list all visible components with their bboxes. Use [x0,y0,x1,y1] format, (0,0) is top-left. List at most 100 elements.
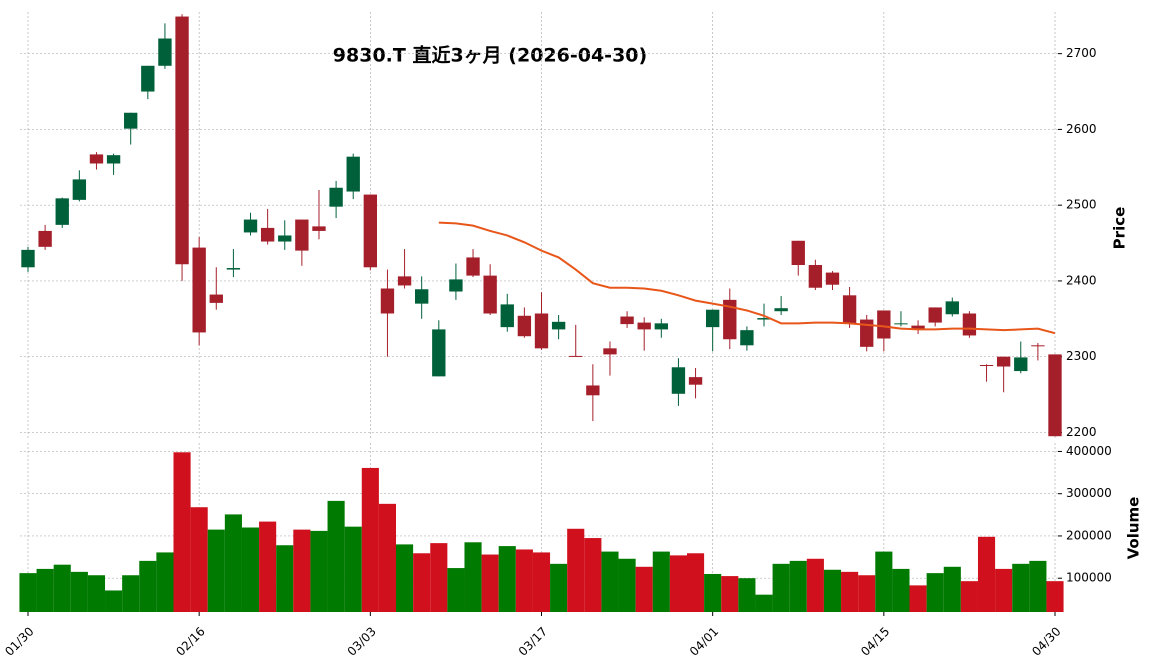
candle-body [979,365,994,367]
x-tick-label: 03/03 [345,624,379,658]
volume-bar [481,554,499,612]
volume-bar [447,568,465,612]
y2-tick-label: 400000 [1066,444,1112,458]
candle-body [72,179,87,200]
candle-body [346,156,360,192]
candle-body [432,329,446,377]
volume-bar [430,543,448,612]
volume-bar [1012,563,1030,612]
candle-body [415,289,429,304]
volume-bar [122,575,140,612]
candle-body [209,294,223,303]
volume-bar [515,549,533,612]
volume-bar [943,566,961,612]
candle-body [278,235,292,242]
candle-body [1014,357,1028,372]
candle-body [89,154,104,164]
candle-body [260,227,275,242]
volume-bar [550,563,568,612]
volume-bar [755,594,773,612]
candle-body [141,65,155,92]
volume-bar [635,566,653,612]
candle-body [55,198,69,225]
candle-body [483,275,497,314]
chart-title: 9830.T 直近3ヶ月 (2026-04-30) [333,44,647,67]
candle-body [551,321,566,330]
candle-body [962,313,977,336]
candle-body [740,330,754,346]
y2-axis-label: Volume [1125,497,1143,560]
volume-bar [378,503,397,612]
volume-bar [259,521,277,612]
candle-body [21,249,35,268]
candle-body [808,265,823,288]
volume-bar [70,571,88,612]
volume-bar [806,558,824,612]
candle-body [449,279,463,292]
candle-body [500,304,514,328]
volume-bar [772,563,790,612]
candle-body [894,323,908,325]
y-axis-label: Price [1111,207,1129,250]
volume-bar [789,560,807,612]
volume-bar [652,551,670,612]
y-tick-label: 2400 [1066,273,1097,287]
candle-body [586,385,600,396]
candle-body [671,367,686,394]
volume-bar [858,575,876,612]
volume-bar [327,500,345,612]
candle-body [637,322,651,330]
volume-bar [241,527,260,612]
candle-body [517,315,532,337]
candle-body [363,194,378,268]
volume-bar [1046,581,1064,612]
volume-bar [669,555,687,612]
volume-bar [823,569,842,612]
candle-body [397,276,412,286]
x-tick-label: 04/15 [858,624,892,658]
candle-body [996,356,1011,367]
candle-body [928,307,942,323]
volume-bar [87,575,106,612]
candle-body [791,240,805,266]
candle-body [466,257,480,276]
candle-body [569,355,583,357]
candle-body [1031,345,1045,347]
y-tick-label: 2700 [1066,46,1097,60]
volume-bar [875,551,893,612]
volume-bar [139,560,157,612]
volume-bar [977,536,996,612]
candle-body [106,155,121,164]
volume-bar [293,529,311,612]
candle-body [295,219,309,251]
volume-bar [190,507,208,612]
volume-bar [207,529,225,612]
volume-bar [584,538,602,612]
x-tick-label: 03/17 [516,624,550,658]
volume-bar [156,552,174,612]
y-tick-label: 2500 [1066,198,1097,212]
candle-body [774,308,788,312]
volume-bar [19,573,37,612]
candle-body [705,309,720,328]
volume-bar [738,578,756,612]
moving-average-line [438,221,1056,335]
volume-bar [532,552,551,612]
volume-bar [361,467,379,612]
x-tick-label: 04/01 [687,624,721,658]
y2-tick-label: 200000 [1066,528,1112,542]
candle-body [654,323,668,330]
x-tick-label: 04/30 [1029,624,1063,658]
candle-body [226,268,241,270]
candle-body [603,348,617,355]
volume-bar [310,530,328,612]
volume-bar [413,553,431,612]
candle-body [688,377,703,385]
candle-body [158,38,172,66]
candle-body [723,299,737,340]
volume-bar [224,514,242,612]
volume-bar [960,581,978,612]
y2-tick-label: 100000 [1066,571,1112,585]
volume-bar [601,551,619,612]
